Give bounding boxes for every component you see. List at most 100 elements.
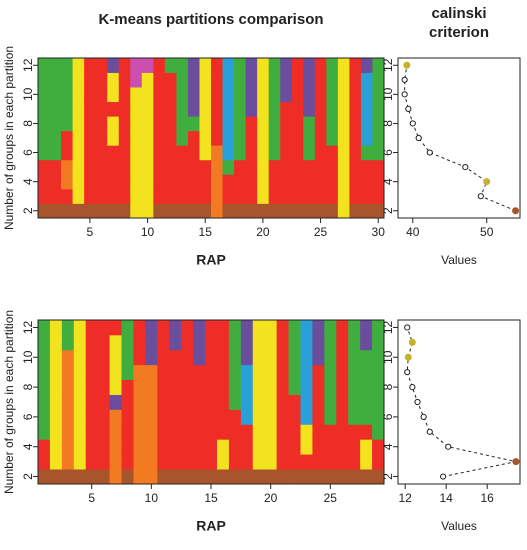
- x-axis-label: RAP: [196, 518, 226, 534]
- heat-cell: [245, 87, 258, 103]
- heat-cell: [336, 454, 349, 470]
- heat-cell: [164, 188, 177, 204]
- heat-cell: [372, 174, 385, 190]
- heat-cell: [187, 87, 200, 103]
- heat-cell: [61, 58, 73, 73]
- heat-cell: [360, 116, 373, 132]
- heat-cell: [300, 469, 313, 485]
- heat-cell: [303, 87, 316, 103]
- heat-cell: [61, 379, 75, 395]
- heat-cell: [61, 334, 75, 351]
- heat-cell: [360, 320, 373, 336]
- plot-frame: [397, 57, 521, 219]
- heat-cell: [288, 364, 301, 381]
- heat-cell: [326, 130, 339, 146]
- heat-cell: [234, 58, 246, 73]
- heat-cell: [181, 349, 194, 366]
- heat-cell: [360, 334, 373, 351]
- heat-cell: [141, 72, 154, 88]
- heat-cell: [291, 145, 304, 161]
- heat-cell: [130, 72, 143, 88]
- heat-cell: [211, 145, 223, 161]
- heat-cell: [153, 188, 166, 204]
- heat-cell: [49, 159, 62, 175]
- heat-cell: [133, 439, 146, 455]
- heat-cell: [360, 130, 373, 146]
- heat-cell: [348, 320, 361, 336]
- heat-cell: [95, 188, 108, 204]
- heat-cell: [176, 203, 189, 219]
- heat-cell: [199, 145, 212, 161]
- heat-cell: [84, 58, 97, 73]
- heat-cell: [245, 159, 258, 175]
- heat-cell: [314, 58, 327, 73]
- heat-cell: [234, 188, 246, 204]
- heat-cell: [84, 116, 97, 132]
- heat-cell: [130, 188, 143, 204]
- heat-cell: [349, 174, 362, 190]
- heat-cell: [257, 188, 270, 204]
- heat-cell: [181, 454, 194, 470]
- heat-cell: [264, 349, 278, 366]
- heat-cell: [49, 203, 62, 219]
- heat-cell: [268, 145, 281, 161]
- heat-cell: [372, 349, 385, 366]
- heat-cell: [372, 101, 385, 117]
- heat-cell: [85, 394, 99, 410]
- plot-frame: [397, 319, 521, 485]
- heat-cell: [153, 130, 166, 146]
- heat-cell: [264, 409, 278, 425]
- heat-cell: [85, 320, 99, 336]
- heat-cell: [288, 320, 301, 336]
- heat-cell: [73, 439, 87, 455]
- y-tick-label: 12: [381, 320, 395, 334]
- heat-cell: [360, 394, 373, 410]
- heat-cell: [61, 188, 73, 204]
- heat-cell: [211, 87, 223, 103]
- heat-cell: [199, 72, 212, 88]
- heat-cell: [38, 188, 50, 204]
- heat-cell: [118, 58, 131, 73]
- heat-cell: [164, 203, 177, 219]
- heat-cell: [303, 203, 316, 219]
- heat-cell: [372, 379, 385, 395]
- heat-cell: [312, 424, 325, 440]
- heat-cell: [264, 439, 278, 455]
- heat-cell: [141, 130, 154, 146]
- y-tick-label: 10: [21, 87, 35, 101]
- heat-cell: [372, 145, 385, 161]
- heat-cell: [133, 364, 146, 381]
- heat-cell: [97, 394, 110, 410]
- y-tick-label: 12: [21, 58, 35, 72]
- heat-cell: [130, 145, 143, 161]
- heat-cell: [222, 101, 235, 117]
- heat-cell: [85, 379, 99, 395]
- y-tick-label: 8: [21, 383, 35, 390]
- heat-cell: [61, 424, 75, 440]
- heat-cell: [280, 203, 293, 219]
- heat-cell: [264, 454, 278, 470]
- x-tick-label: 20: [256, 225, 270, 239]
- heat-cell: [336, 364, 349, 381]
- heat-cell: [97, 469, 110, 485]
- y-tick-label: 8: [381, 383, 395, 390]
- heat-cell: [300, 349, 313, 366]
- heat-cell: [252, 439, 266, 455]
- heat-cell: [326, 188, 339, 204]
- heat-cell: [300, 424, 313, 440]
- heat-cell: [222, 145, 235, 161]
- heat-cell: [228, 320, 242, 336]
- heat-cell: [95, 101, 108, 117]
- heat-cell: [121, 454, 134, 470]
- heat-cell: [314, 145, 327, 161]
- x-tick-label: 10: [141, 225, 155, 239]
- heat-cell: [169, 439, 182, 455]
- heat-cell: [222, 159, 235, 175]
- heat-cell: [72, 174, 85, 190]
- heat-cell: [326, 101, 339, 117]
- heat-cell: [73, 469, 87, 485]
- heat-cell: [164, 101, 177, 117]
- heat-cell: [264, 394, 278, 410]
- heat-cell: [280, 101, 293, 117]
- heat-cell: [38, 424, 51, 440]
